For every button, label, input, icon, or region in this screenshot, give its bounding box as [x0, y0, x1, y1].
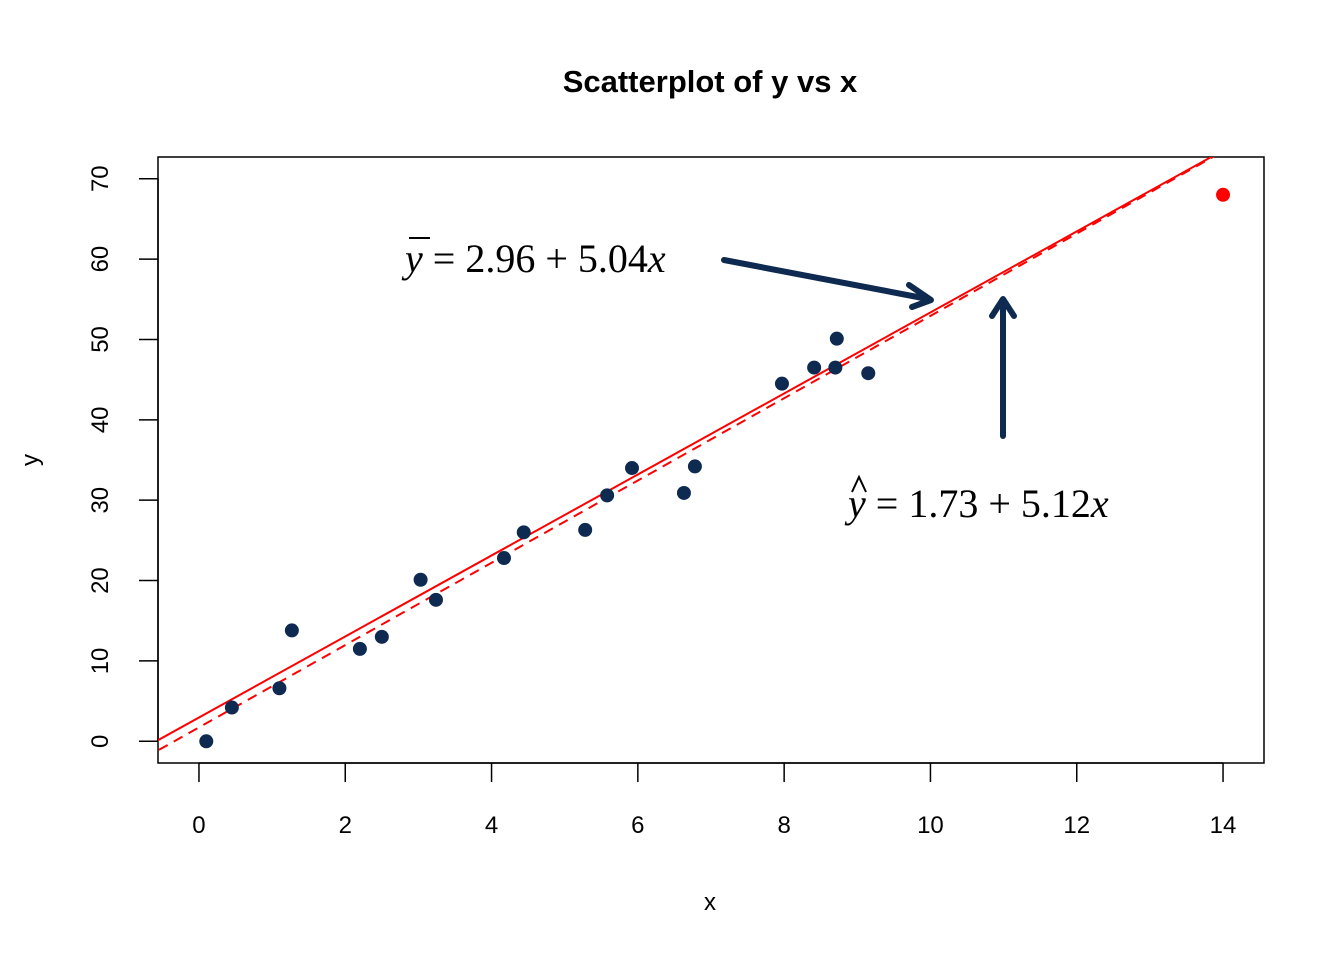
- y-tick-label: 10: [87, 648, 114, 675]
- x-axis-label: x: [704, 889, 716, 916]
- yhat-accent-hat: [851, 474, 867, 493]
- data-point: [861, 366, 876, 381]
- yhat-equation-text: = 1.73 + 5.12: [866, 481, 1091, 526]
- data-point: [374, 629, 389, 644]
- dashed-fit-line: [158, 157, 1215, 752]
- data-point: [516, 525, 531, 540]
- x-tick-label: 2: [339, 812, 352, 839]
- fit-lines: [158, 157, 1215, 752]
- data-point: [828, 360, 843, 375]
- data-point: [352, 641, 367, 656]
- ybar-equation: y = 2.96 + 5.04x: [401, 236, 666, 281]
- y-tick-label: 60: [87, 246, 114, 273]
- x-tick-label: 0: [192, 812, 205, 839]
- yhat-equation: y = 1.73 + 5.12x: [844, 474, 1109, 526]
- x-axis: 0 2 4 6 8 10 12 14: [192, 762, 1237, 839]
- data-point: [496, 551, 511, 566]
- y-tick-label: 0: [87, 735, 114, 748]
- x-tick-label: 12: [1063, 812, 1090, 839]
- data-point: [224, 700, 239, 715]
- data-point: [199, 734, 214, 749]
- highlighted-point: [1216, 187, 1231, 202]
- data-point: [687, 459, 702, 474]
- ybar-symbol: y: [401, 236, 423, 281]
- arrow-to-ybar-line: [721, 257, 934, 310]
- x-tick-label: 10: [917, 812, 944, 839]
- y-tick-label: 50: [87, 326, 114, 353]
- x-tick-label: 4: [485, 812, 498, 839]
- ybar-equation-text: = 2.96 + 5.04: [423, 236, 648, 281]
- x-tick-label: 14: [1210, 812, 1237, 839]
- y-axis: 0 10 20 30 40 50 60 70: [87, 165, 159, 748]
- y-axis-label: y: [17, 454, 44, 466]
- y-tick-label: 70: [87, 165, 114, 192]
- data-point: [272, 681, 287, 696]
- yhat-equation-var: x: [1090, 481, 1109, 526]
- data-point: [774, 376, 789, 391]
- chart-title: Scatterplot of y vs x: [563, 64, 858, 99]
- y-tick-label: 30: [87, 487, 114, 514]
- data-point: [829, 331, 844, 346]
- data-point: [625, 461, 639, 476]
- svg-text:y = 1.73 + 5.12x: y = 1.73 + 5.12x: [844, 481, 1109, 526]
- data-point: [284, 623, 299, 638]
- arrow-to-yhat-line: [989, 296, 1017, 439]
- data-point: [807, 360, 822, 375]
- data-point: [428, 592, 443, 607]
- yhat-symbol: y: [844, 481, 866, 526]
- data-point: [413, 572, 428, 587]
- solid-fit-line: [158, 157, 1214, 742]
- y-tick-label: 20: [87, 567, 114, 594]
- ybar-equation-var: x: [647, 236, 666, 281]
- plot-frame: [157, 156, 1265, 764]
- data-point: [600, 488, 615, 503]
- x-tick-label: 6: [631, 812, 644, 839]
- data-points: [199, 187, 1231, 749]
- x-tick-label: 8: [777, 812, 790, 839]
- svg-text:y = 2.96 + 5.04x: y = 2.96 + 5.04x: [401, 236, 666, 281]
- data-point: [578, 522, 593, 537]
- data-point: [676, 485, 691, 500]
- y-tick-label: 40: [87, 406, 114, 433]
